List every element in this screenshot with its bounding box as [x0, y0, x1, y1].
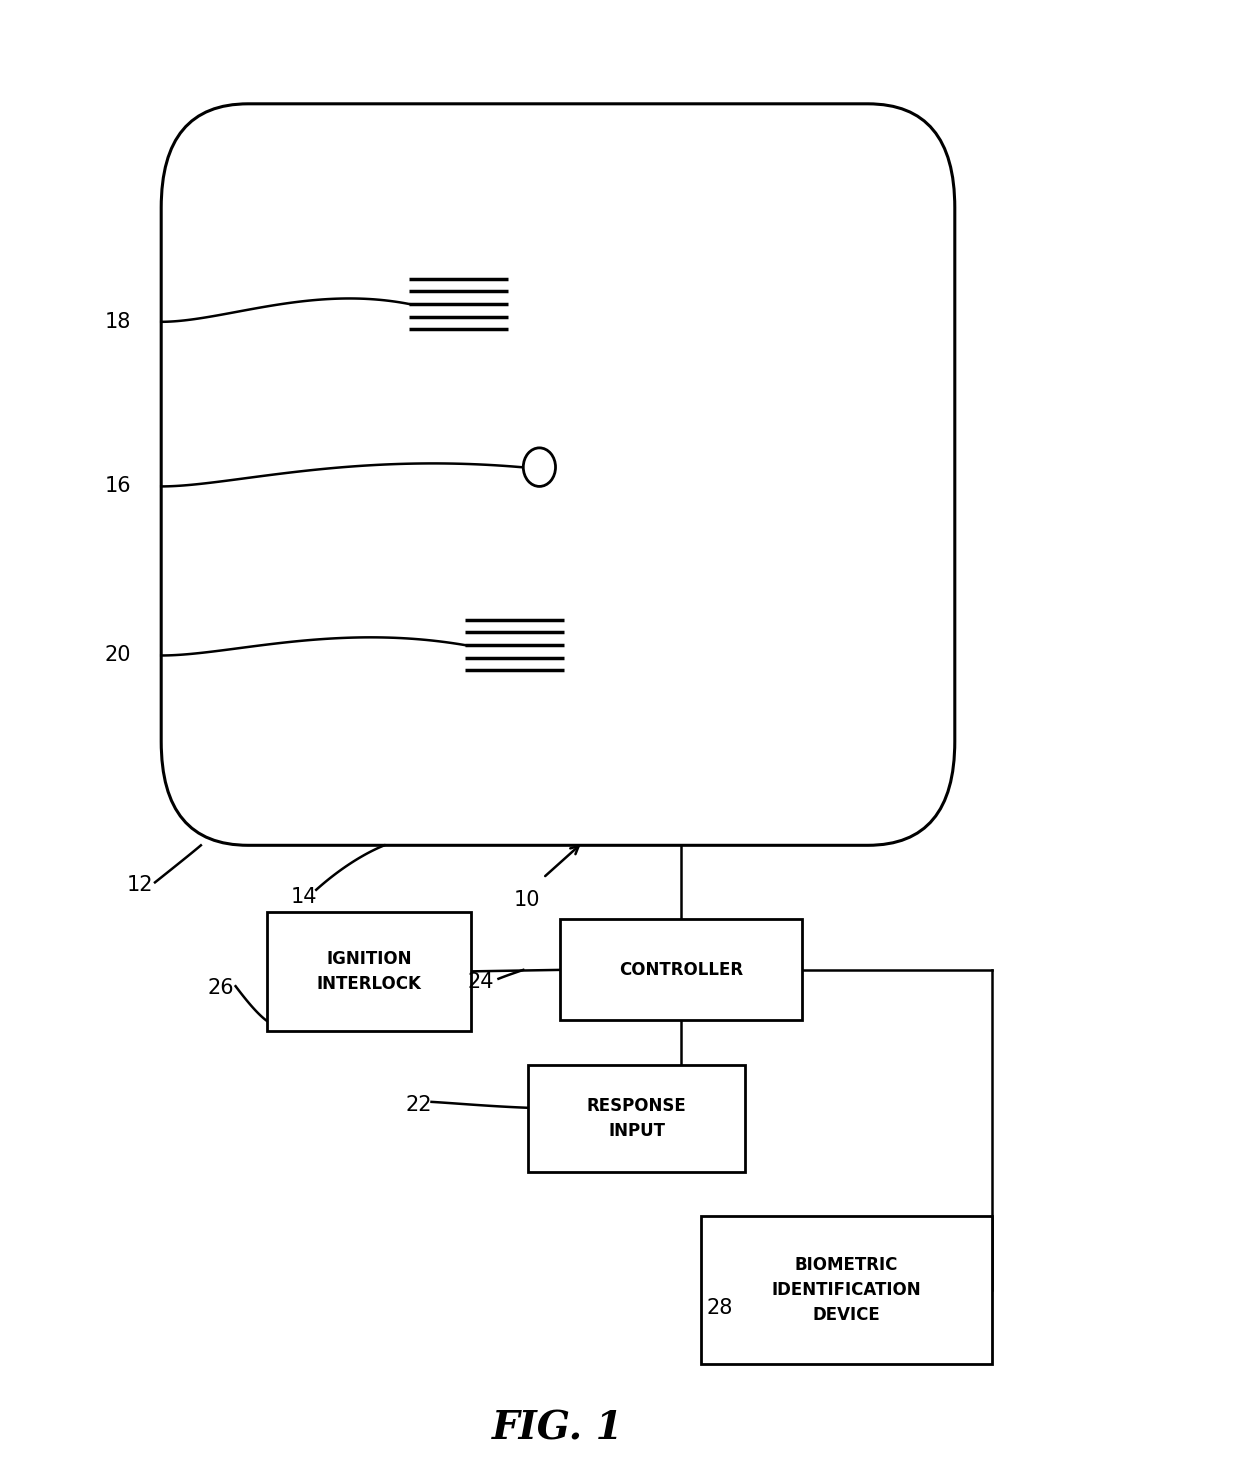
Text: 12: 12 — [126, 875, 154, 896]
Text: 14: 14 — [290, 887, 317, 908]
Text: IGNITION
INTERLOCK: IGNITION INTERLOCK — [316, 951, 422, 992]
Text: 18: 18 — [104, 311, 131, 332]
Text: 28: 28 — [706, 1298, 733, 1318]
Text: 24: 24 — [467, 971, 495, 992]
Text: 20: 20 — [104, 645, 131, 666]
Text: 26: 26 — [207, 977, 234, 998]
FancyBboxPatch shape — [267, 912, 471, 1031]
Text: BIOMETRIC
IDENTIFICATION
DEVICE: BIOMETRIC IDENTIFICATION DEVICE — [771, 1256, 921, 1324]
FancyBboxPatch shape — [701, 1216, 992, 1364]
Text: CONTROLLER: CONTROLLER — [619, 961, 744, 979]
Text: 22: 22 — [405, 1094, 433, 1115]
Text: RESPONSE
INPUT: RESPONSE INPUT — [587, 1097, 687, 1139]
FancyBboxPatch shape — [560, 919, 802, 1020]
FancyBboxPatch shape — [528, 1065, 745, 1172]
Text: FIG. 1: FIG. 1 — [492, 1409, 624, 1447]
Text: 10: 10 — [513, 890, 541, 911]
FancyBboxPatch shape — [161, 104, 955, 845]
Text: 16: 16 — [104, 476, 131, 497]
